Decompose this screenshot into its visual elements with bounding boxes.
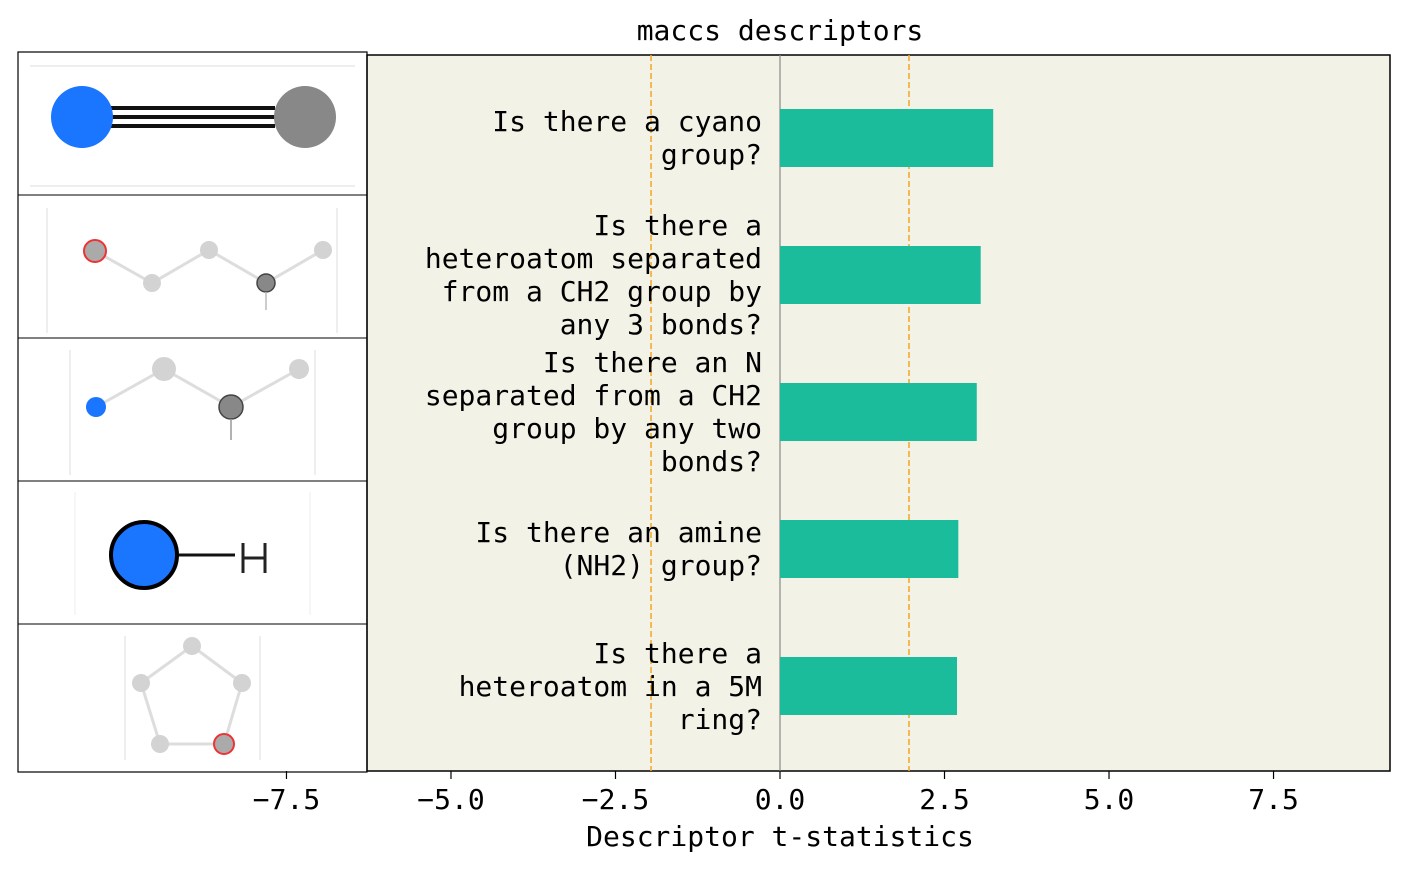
x-tick-label: −5.0: [417, 783, 484, 816]
x-tick-label: 7.5: [1248, 783, 1299, 816]
x-tick-label: −7.5: [253, 783, 320, 816]
molecule-amine: [74, 492, 311, 615]
x-tick-label: 5.0: [1084, 783, 1135, 816]
y-tick-label: Is there a heteroatom separated from a C…: [424, 209, 762, 341]
bar: [780, 109, 994, 167]
molecule-images: [17, 51, 368, 773]
y-tick-label: Is there a cyano group?: [492, 105, 762, 171]
x-tick-label: 0.0: [755, 783, 806, 816]
plot-frame: [366, 54, 1391, 772]
x-tick-label: 2.5: [919, 783, 970, 816]
bar: [780, 383, 977, 441]
y-tick-label: Is there an amine (NH2) group?: [475, 516, 762, 582]
molecule-ring: [124, 636, 261, 760]
molecule-cyano: [30, 65, 355, 187]
bar: [780, 246, 981, 304]
x-tick-label: −2.5: [582, 783, 649, 816]
molecule-chain: [46, 208, 338, 333]
x-axis-label: Descriptor t-statistics: [586, 820, 974, 853]
y-tick-label: Is there a heteroatom in a 5M ring?: [458, 636, 762, 736]
chart-title: maccs descriptors: [637, 14, 924, 47]
y-tick-label: Is there an N separated from a CH2 group…: [424, 346, 762, 478]
molecule-n-chain: [69, 350, 316, 475]
bar: [780, 657, 958, 715]
bar: [780, 520, 959, 578]
